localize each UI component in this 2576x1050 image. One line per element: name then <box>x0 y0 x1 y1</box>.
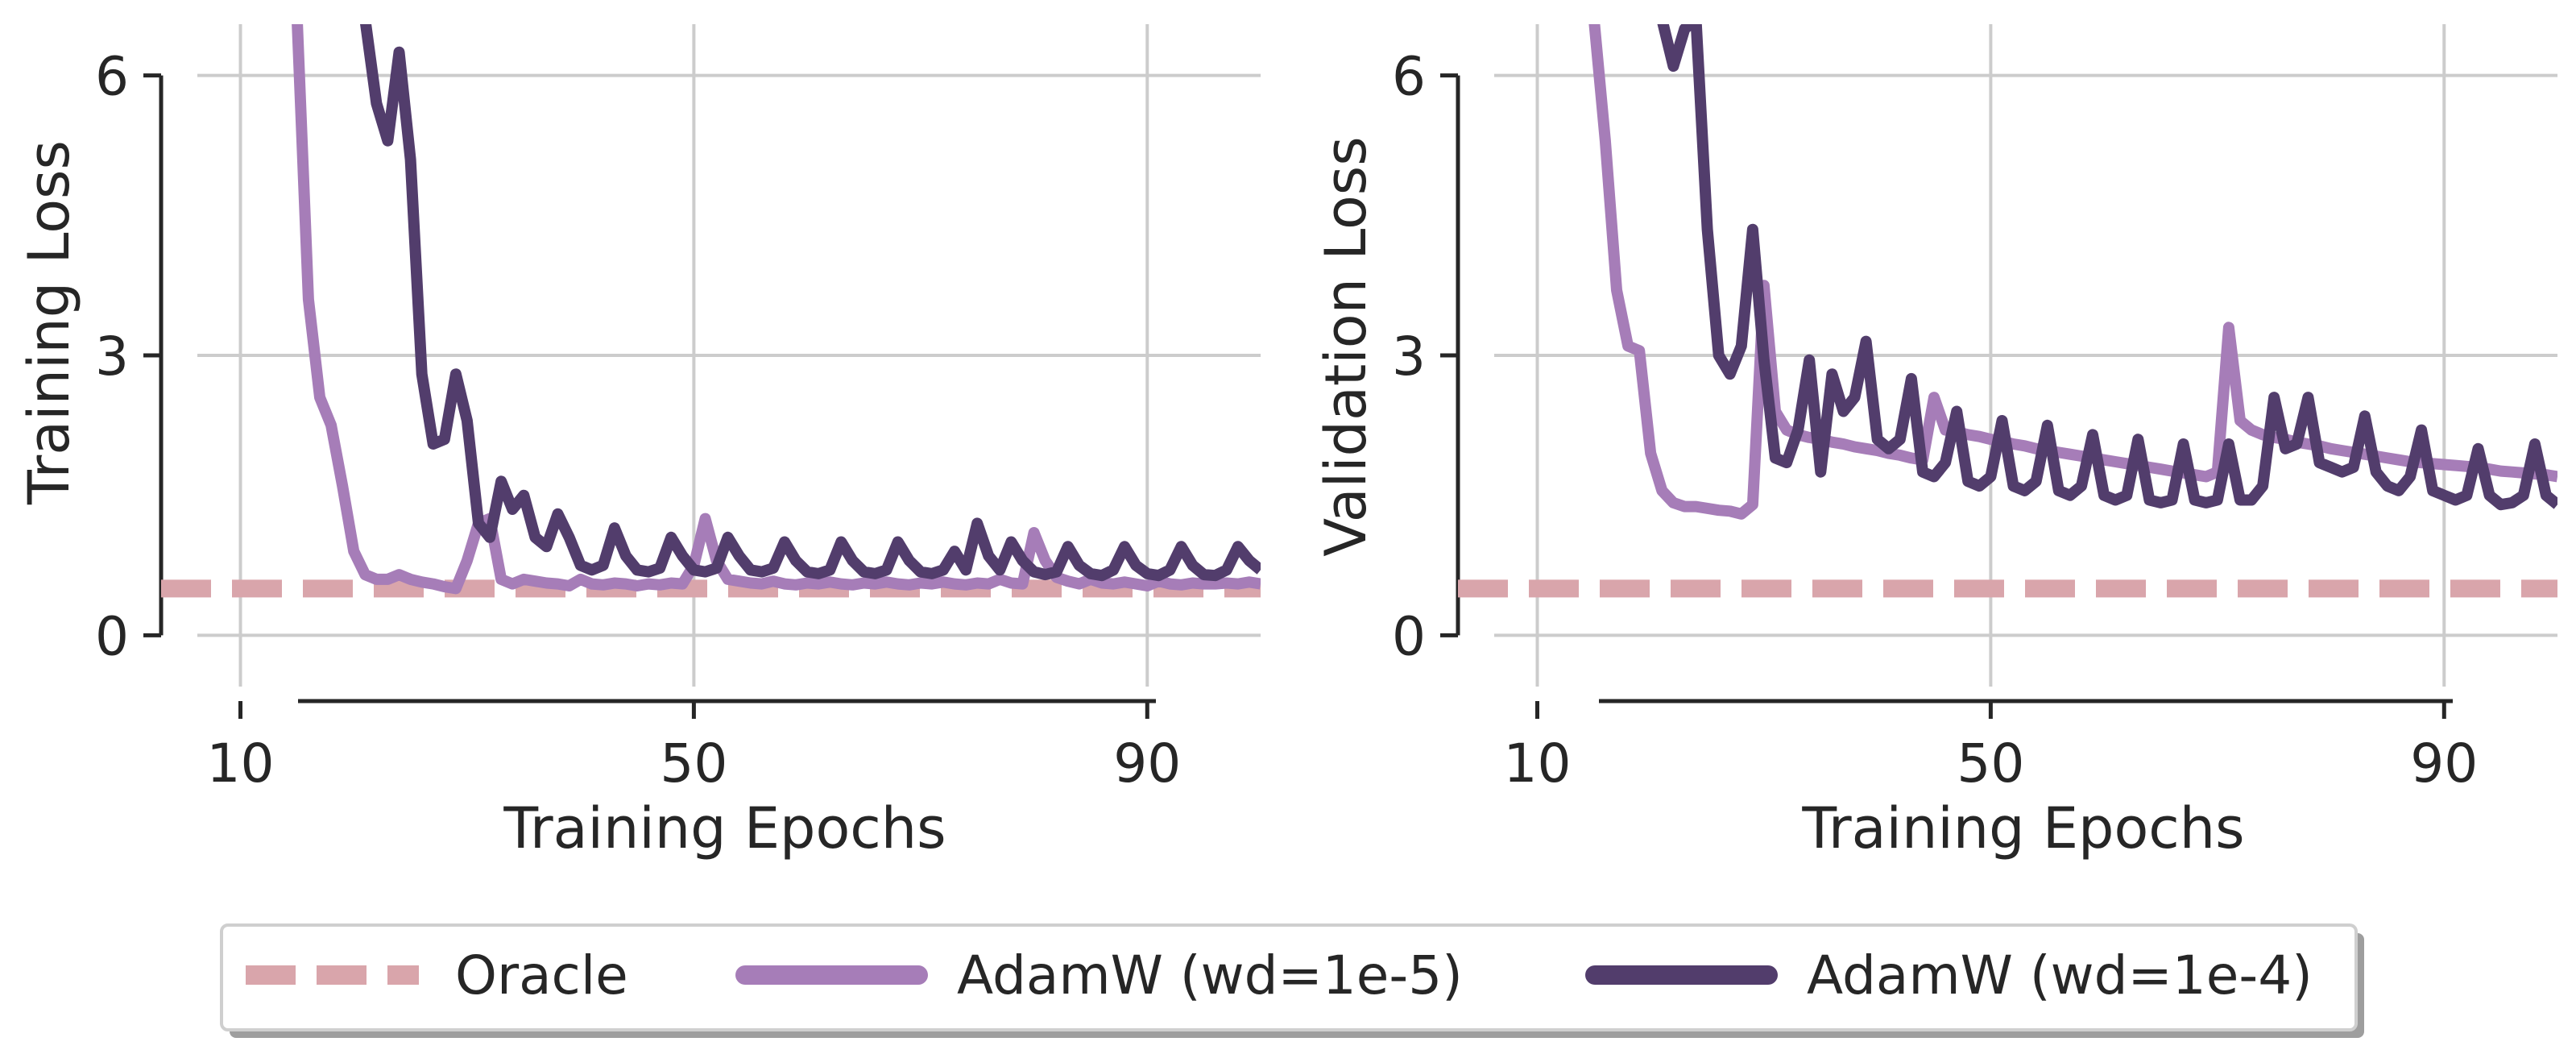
grid <box>1494 24 2557 687</box>
series-layer <box>161 24 1261 598</box>
legend: Oracle AdamW (wd=1e-5) AdamW (wd=1e-4) <box>220 923 2364 1038</box>
training-loss-chart: 0 3 6 10 50 90 Training Loss Training Epochs <box>16 24 1261 861</box>
validation-loss-chart: 0 3 6 10 50 90 Validation Loss Training Epoc… <box>1313 24 2557 861</box>
y-tick-label: 6 <box>1392 46 1426 108</box>
x-axis: 10 50 90 <box>1504 699 2478 795</box>
x-tick-label: 90 <box>1113 733 1181 795</box>
series-layer <box>1458 24 2557 598</box>
y-tick-label: 0 <box>1392 605 1426 667</box>
y-axis-label: Validation Loss <box>1313 136 1379 556</box>
x-tick-label: 10 <box>207 733 275 795</box>
y-axis-label: Training Loss <box>16 140 82 505</box>
y-tick-label: 0 <box>95 605 129 667</box>
x-axis: 10 50 90 <box>207 699 1181 795</box>
x-tick-label: 90 <box>2410 733 2478 795</box>
legend-frame <box>220 923 2358 1031</box>
legend-label-oracle: Oracle <box>455 944 628 1006</box>
y-axis: 0 3 6 <box>95 46 164 667</box>
x-axis-label: Training Epochs <box>503 795 946 861</box>
y-axis: 0 3 6 <box>1392 46 1460 667</box>
series-line-adamw-wd-1e-5 <box>292 24 1261 595</box>
x-tick-label: 50 <box>660 733 727 795</box>
series-line-adamw-wd-1e-5 <box>1588 24 2557 520</box>
series-line-adamw-wd-1e-4 <box>360 24 1261 582</box>
legend-label-wd1e4: AdamW (wd=1e-4) <box>1807 944 2313 1006</box>
series-line-adamw-wd-1e-4 <box>1657 24 2557 511</box>
x-tick-label: 50 <box>1957 733 2024 795</box>
y-tick-label: 6 <box>95 46 129 108</box>
y-tick-label: 3 <box>1392 326 1426 388</box>
y-tick-label: 3 <box>95 326 129 388</box>
x-axis-label: Training Epochs <box>1801 795 2244 861</box>
legend-label-wd1e5: AdamW (wd=1e-5) <box>957 944 1463 1006</box>
x-tick-label: 10 <box>1504 733 1572 795</box>
